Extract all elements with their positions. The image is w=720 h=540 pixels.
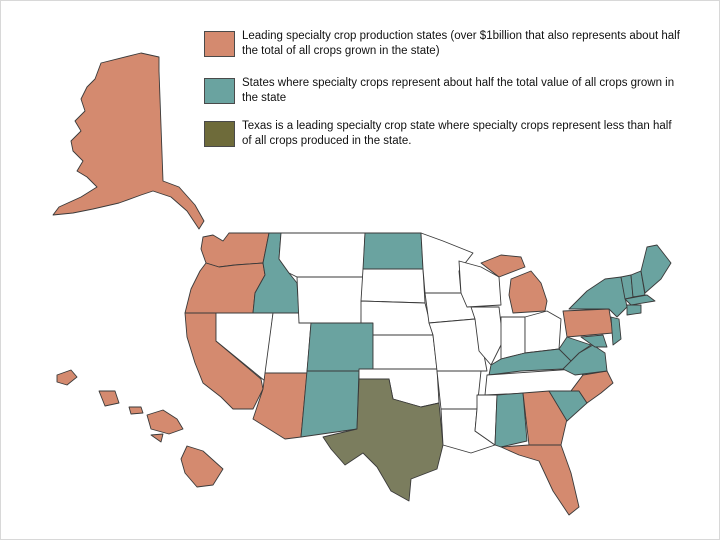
legend-swatch-half	[204, 78, 235, 104]
state-wyoming	[296, 276, 364, 324]
state-alabama	[494, 392, 528, 448]
legend-item-texas: Texas is a leading specialty crop state …	[204, 119, 682, 149]
state-texas	[322, 378, 444, 502]
state-hawaii-island-1	[56, 369, 78, 386]
legend-item-half: States where specialty crops represent a…	[204, 76, 682, 106]
state-florida	[500, 444, 580, 516]
state-hawaii-island-5	[150, 433, 164, 443]
state-hawaii-island-3	[128, 406, 144, 415]
state-georgia	[522, 390, 568, 446]
legend-label-leading: Leading specialty crop production states…	[242, 30, 680, 57]
state-oregon	[184, 262, 266, 314]
state-alaska	[52, 52, 205, 230]
state-hawaii-island-6	[180, 445, 224, 488]
state-montana	[278, 232, 366, 278]
state-kansas	[372, 334, 438, 370]
state-north-dakota	[362, 232, 424, 270]
state-hawaii-island-4	[146, 409, 184, 435]
state-hawaii-island-2	[98, 390, 120, 407]
state-pennsylvania	[562, 308, 614, 338]
state-maryland	[580, 334, 608, 348]
legend-item-leading: Leading specialty crop production states…	[204, 29, 682, 59]
state-washington	[200, 232, 270, 268]
state-north-carolina	[570, 370, 614, 404]
legend-swatch-leading	[204, 31, 235, 57]
state-new-mexico	[300, 370, 360, 438]
state-arkansas	[436, 370, 482, 410]
state-south-dakota	[360, 268, 426, 304]
state-wisconsin	[458, 260, 502, 308]
legend-label-texas: Texas is a leading specialty crop state …	[242, 120, 672, 147]
state-colorado	[306, 322, 374, 372]
state-indiana	[500, 316, 526, 360]
state-new-jersey	[610, 316, 622, 346]
state-michigan-upper	[480, 254, 526, 278]
state-connecticut	[626, 304, 642, 316]
legend-label-half: States where specialty crops represent a…	[242, 77, 675, 104]
state-mississippi	[474, 394, 498, 446]
legend-swatch-texas	[204, 121, 235, 147]
state-maine	[640, 244, 672, 294]
state-ohio	[524, 310, 562, 354]
state-massachusetts	[624, 294, 656, 306]
state-michigan-lower	[508, 270, 548, 314]
